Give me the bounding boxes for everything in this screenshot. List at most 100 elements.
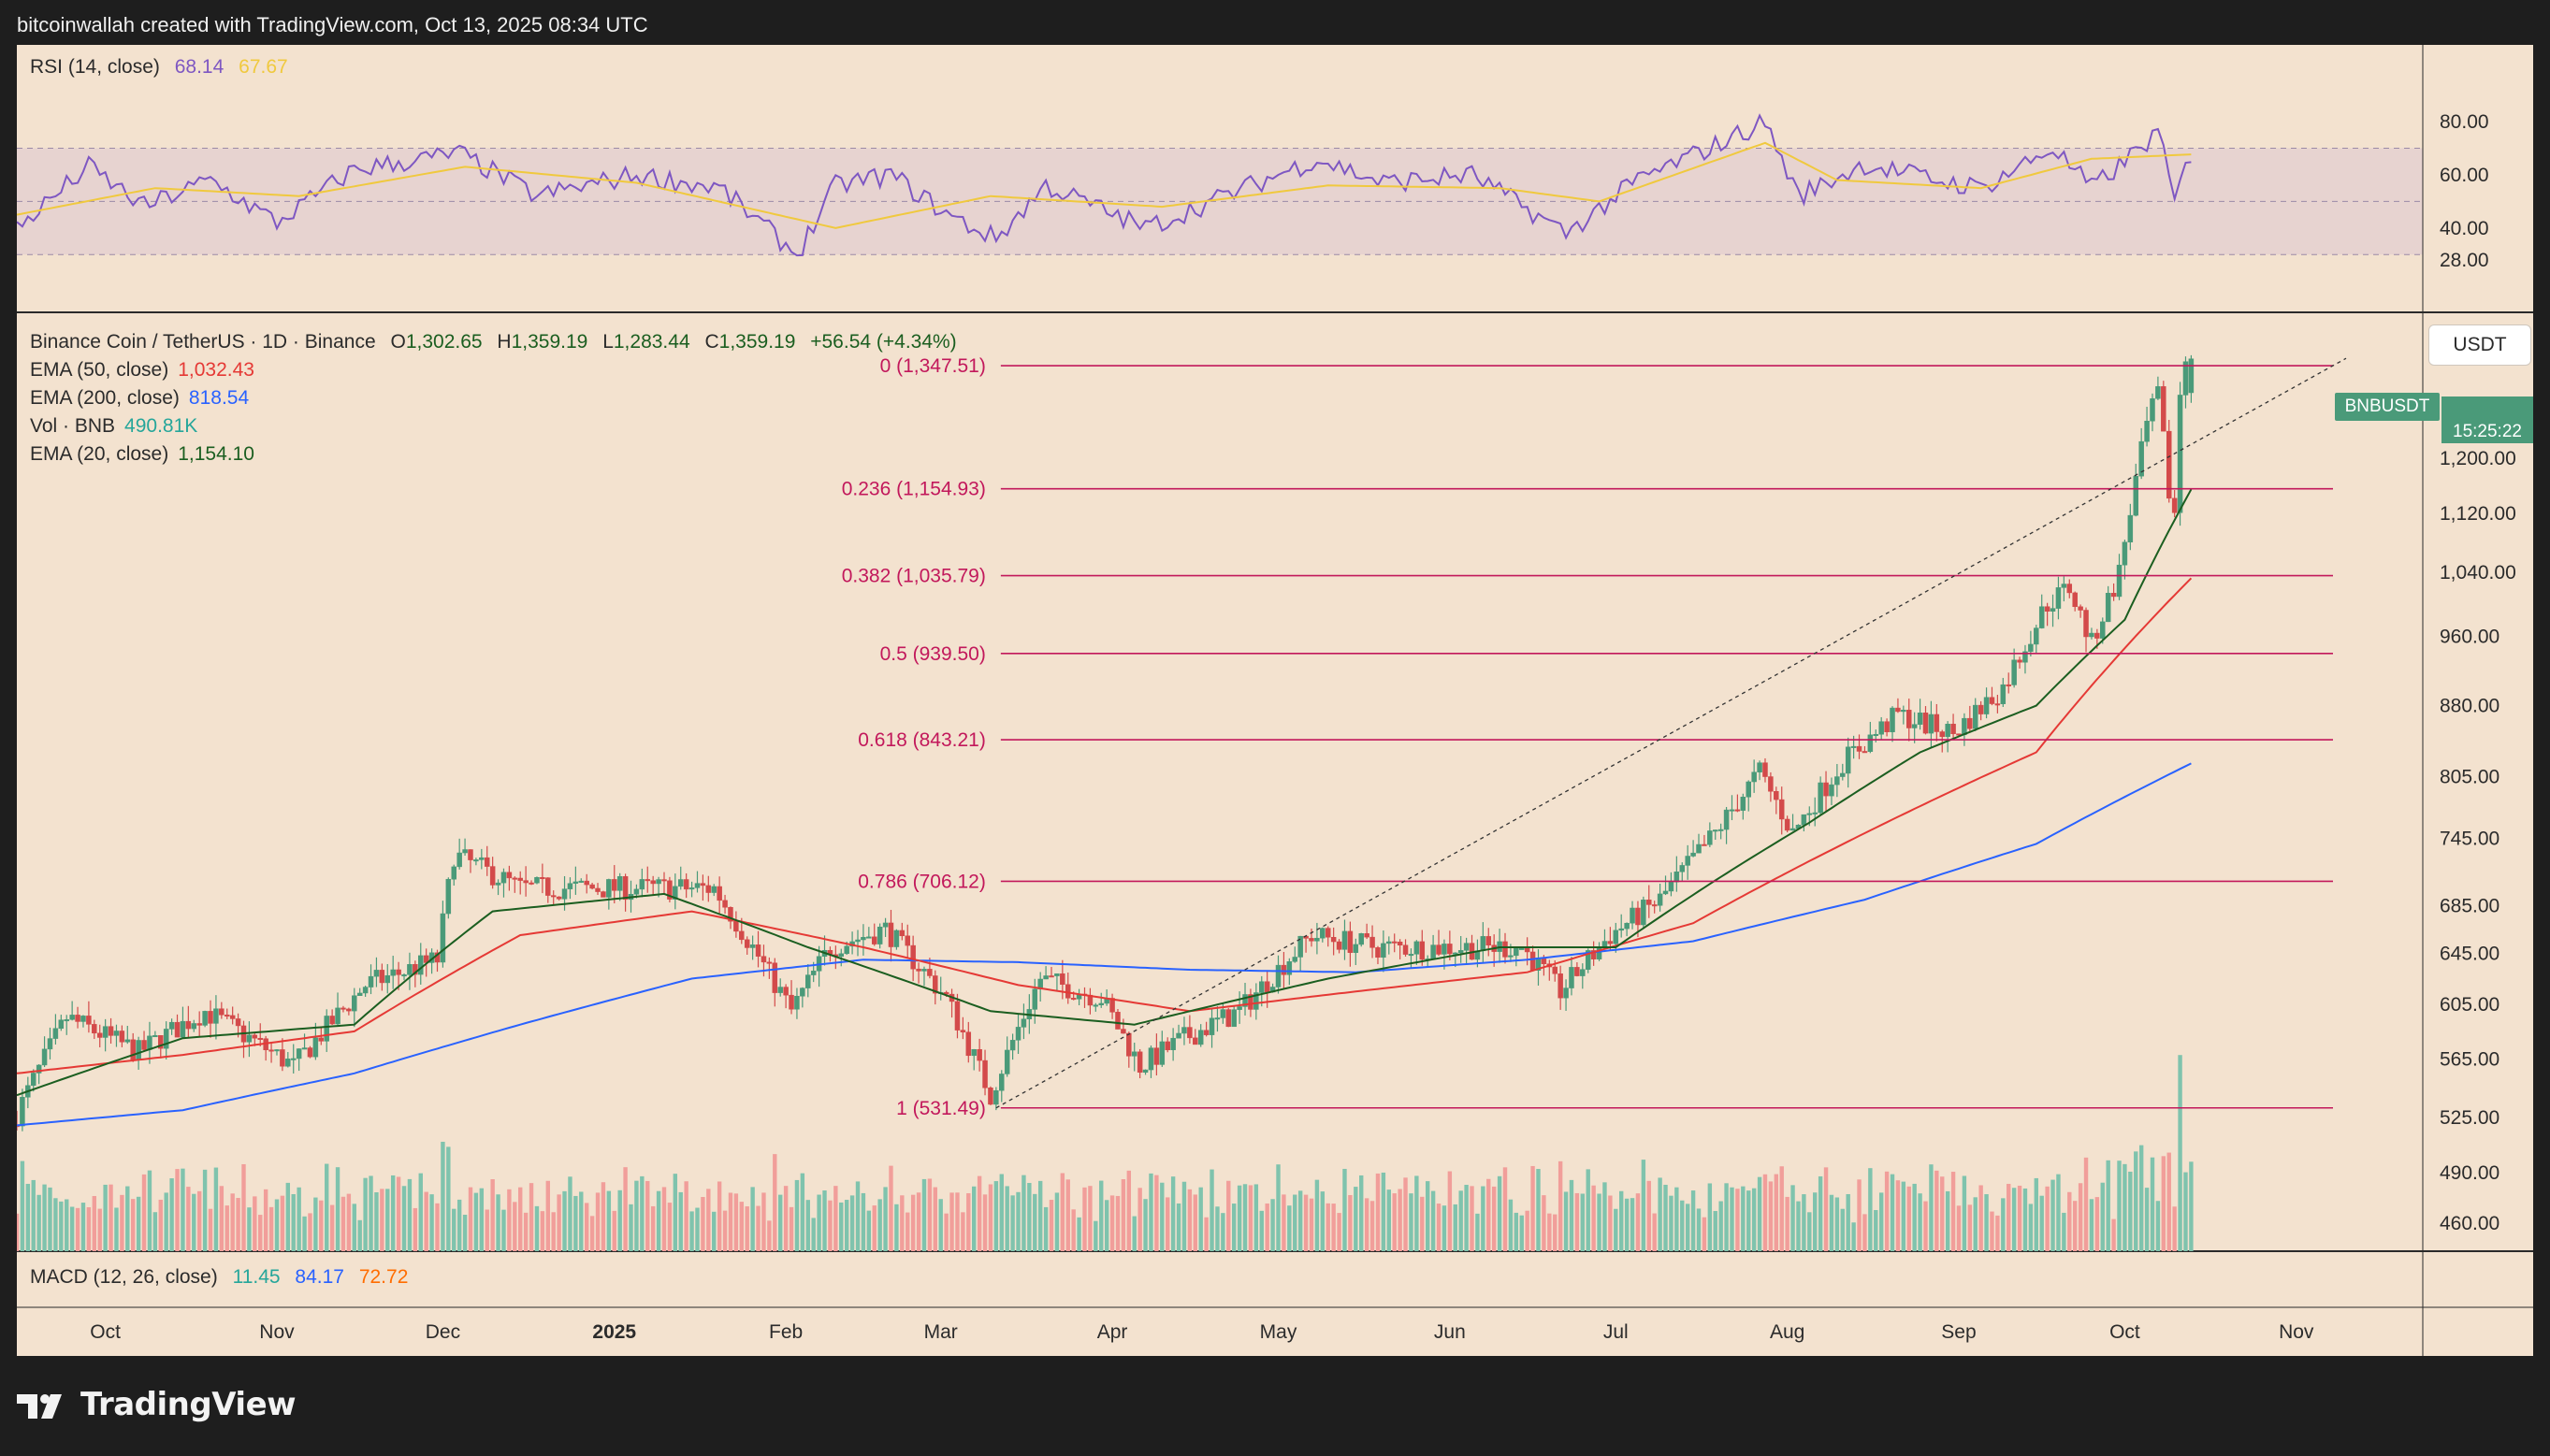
candle-body — [1829, 784, 1834, 797]
candle-body — [413, 964, 418, 975]
volume-bar — [1912, 1183, 1917, 1251]
candle-body — [1480, 936, 1486, 952]
volume-bar — [280, 1195, 285, 1251]
candle-body — [1558, 973, 1563, 999]
volume-bar — [1287, 1205, 1292, 1251]
countdown-tag: 15:25:22 — [2441, 396, 2533, 443]
volume-bar — [2062, 1212, 2066, 1251]
candle-body — [1275, 964, 1282, 987]
candle-body — [1159, 1041, 1166, 1065]
candle-body — [1646, 900, 1652, 905]
volume-bar — [1049, 1200, 1054, 1251]
volume-bar — [213, 1167, 219, 1251]
candle-body — [1165, 1041, 1170, 1050]
candle-body — [58, 1019, 65, 1030]
candle-body — [1635, 907, 1641, 926]
candle-body — [2089, 632, 2094, 638]
candle-body — [871, 936, 877, 944]
volume-bar — [1586, 1169, 1590, 1251]
candle-body — [749, 944, 756, 948]
candle-body — [1856, 745, 1862, 752]
volume-bar — [1674, 1187, 1679, 1251]
volume-bar — [268, 1206, 274, 1251]
volume-bar — [2056, 1174, 2061, 1251]
volume-bar — [241, 1163, 246, 1251]
volume-bar — [1381, 1172, 1386, 1251]
candle-body — [1679, 865, 1686, 872]
candle-body — [540, 877, 545, 880]
candle-body — [893, 930, 900, 947]
volume-bar — [1945, 1190, 1950, 1251]
rsi-axis-tick: 40.00 — [2440, 218, 2489, 239]
volume-bar — [1884, 1171, 1890, 1251]
volume-bar — [429, 1194, 434, 1251]
candle-body — [661, 879, 667, 882]
candle-body — [1884, 721, 1890, 732]
candle-body — [1375, 947, 1381, 958]
volume-bar — [1337, 1213, 1341, 1251]
candle-body — [772, 962, 778, 993]
candle-body — [1391, 941, 1398, 944]
candle-body — [1264, 981, 1270, 993]
volume-label: Vol · BNB — [30, 415, 116, 437]
volume-bar — [1940, 1176, 1945, 1251]
volume-bar — [136, 1196, 141, 1251]
volume-bar — [1237, 1185, 1242, 1251]
currency-button[interactable]: USDT — [2428, 324, 2531, 366]
volume-bar — [1369, 1201, 1375, 1251]
candle-body — [1093, 1004, 1099, 1007]
volume-bar — [1553, 1214, 1558, 1251]
volume-bar — [1314, 1179, 1320, 1251]
time-axis-label: Oct — [2109, 1321, 2140, 1343]
low-value: 1,283.44 — [613, 331, 690, 353]
candle-body — [688, 887, 695, 890]
candle-body — [1292, 957, 1297, 962]
volume-bar — [53, 1198, 58, 1251]
candle-body — [1950, 724, 1956, 734]
volume-bar — [1309, 1198, 1314, 1251]
candle-body — [1419, 941, 1426, 960]
volume-bar — [1514, 1212, 1519, 1251]
chart-panel[interactable]: 0 (1,347.51) 0.236 (1,154.93) 0.382 (1,035… — [17, 45, 2533, 1356]
volume-bar — [1231, 1204, 1237, 1251]
volume-bar — [2045, 1186, 2050, 1251]
candle-body — [1906, 710, 1912, 728]
open-label: O — [390, 331, 406, 353]
ema50-legend: EMA (50, close) 1,032.43 — [30, 359, 254, 382]
time-axis-label: Dec — [426, 1321, 460, 1343]
candle-body — [766, 961, 773, 964]
candle-body — [789, 994, 794, 1010]
close-label: C — [704, 331, 719, 353]
volume-bar — [1414, 1175, 1419, 1251]
volume-bar — [1176, 1203, 1181, 1251]
volume-bar — [961, 1212, 965, 1251]
candle-body — [396, 969, 401, 975]
volume-bar — [1950, 1172, 1956, 1251]
volume-bar — [308, 1213, 312, 1251]
volume-bar — [1724, 1183, 1729, 1251]
tradingview-logo[interactable]: TradingView — [17, 1386, 297, 1423]
volume-bar — [490, 1179, 495, 1251]
volume-bar — [921, 1178, 927, 1251]
candle-body — [1336, 941, 1342, 950]
candle-body — [1009, 1040, 1016, 1051]
candle-body — [1181, 1027, 1187, 1034]
candle-body — [1341, 930, 1348, 950]
volume-bar — [1530, 1165, 1535, 1251]
volume-bar — [479, 1188, 485, 1251]
volume-bar — [1990, 1211, 1994, 1251]
candle-body — [794, 995, 800, 1010]
volume-bar — [1037, 1180, 1043, 1251]
volume-bar — [982, 1194, 988, 1251]
volume-bar — [225, 1205, 229, 1251]
price-chart-svg[interactable]: 0 (1,347.51) 0.236 (1,154.93) 0.382 (1,035… — [17, 45, 2533, 1356]
volume-bar — [773, 1154, 777, 1251]
volume-bar — [629, 1204, 633, 1251]
candle-body — [2177, 395, 2183, 513]
macd-signal-value: 84.17 — [295, 1266, 344, 1288]
rsi-value: 68.14 — [174, 56, 225, 78]
candle-body — [1580, 969, 1586, 976]
macd-title: MACD (12, 26, close) — [30, 1266, 218, 1288]
volume-bar — [1918, 1193, 1922, 1251]
volume-bar — [833, 1186, 838, 1251]
